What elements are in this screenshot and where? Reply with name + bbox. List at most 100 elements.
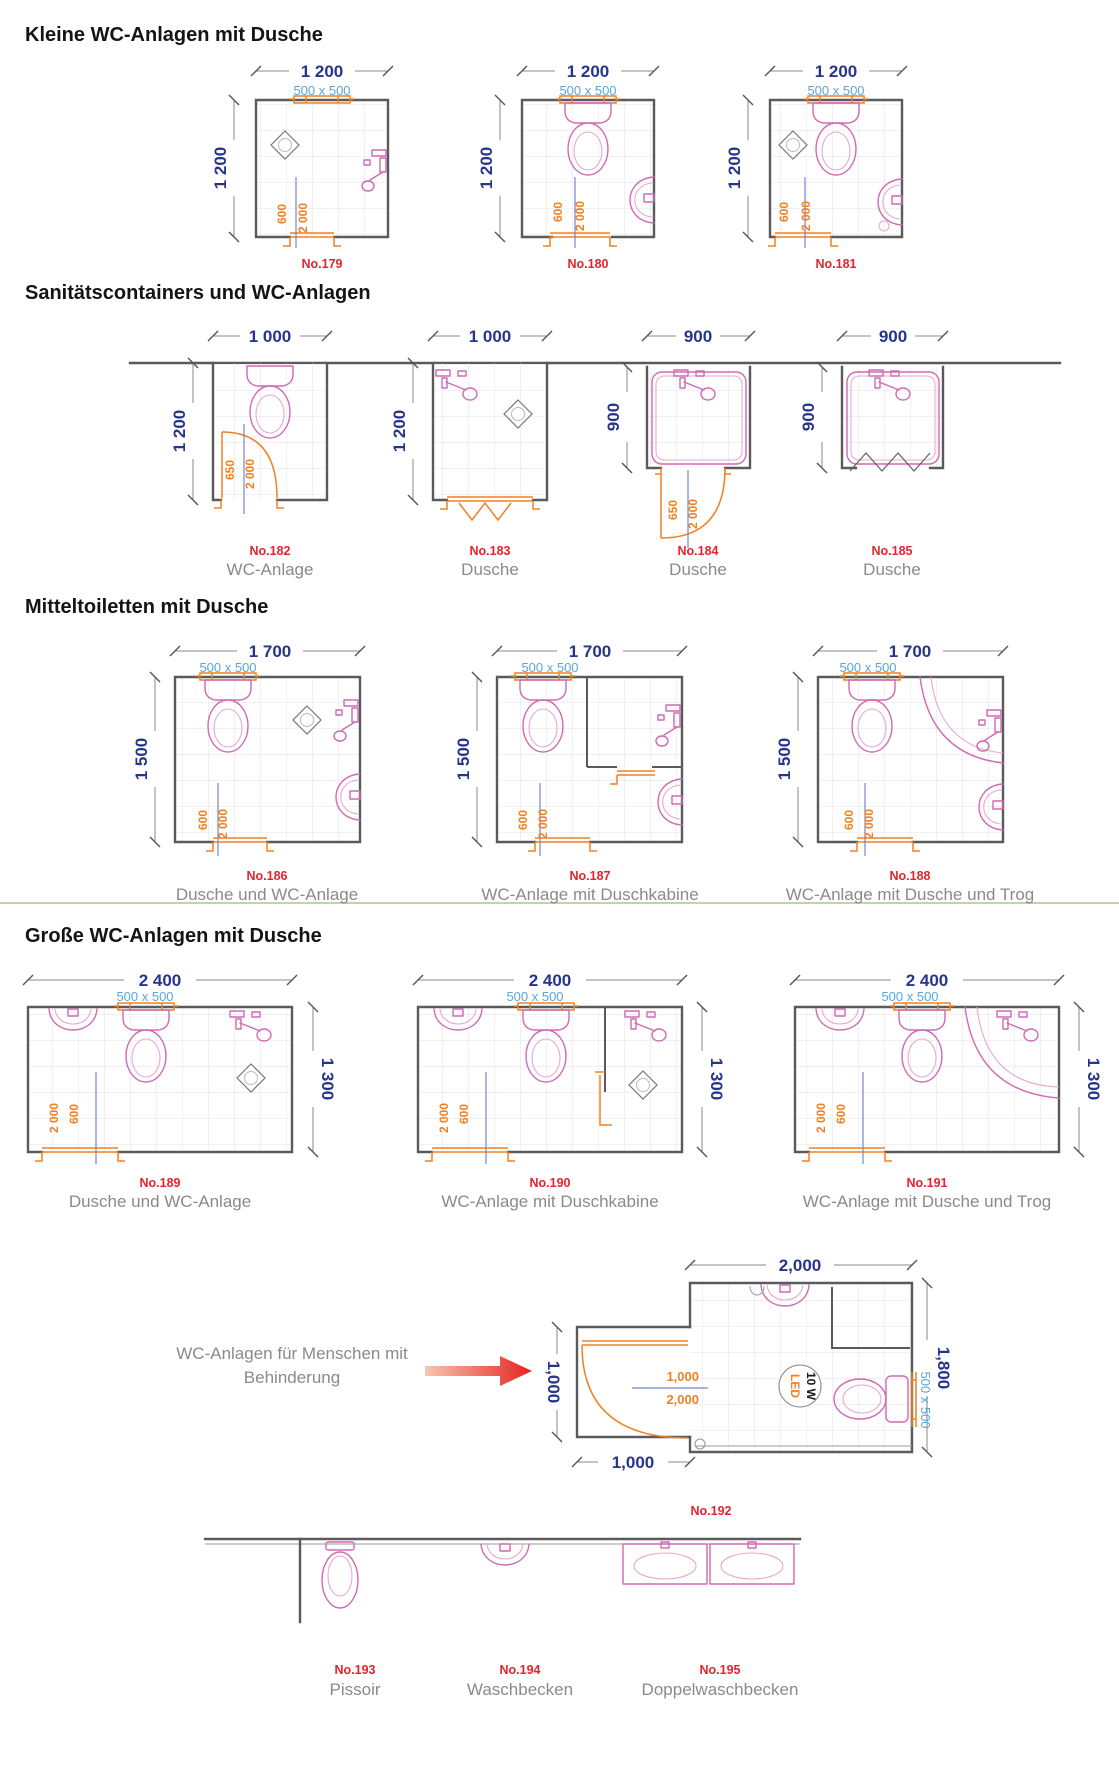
dim-height: 1 200 [725,147,744,190]
plan-191: 2 400 500 x 500 1 300 2 000 600 [789,971,1103,1164]
plan-name: Dusche [669,560,727,579]
dim-height: 1 300 [1084,1058,1103,1101]
shower-cabin-walls [586,677,682,768]
cabin-door [610,770,655,785]
plan-number: No.192 [690,1504,732,1518]
door-leaf [582,1340,688,1346]
dim-height: 1 200 [390,410,409,453]
door-dim-1: 600 [516,810,530,830]
plan-name: WC-Anlage [226,560,314,579]
dim-width: 1 700 [569,642,612,661]
led-label: LED [788,1374,802,1398]
led-power-label: 10 W [804,1372,818,1401]
dim-width: 1 200 [301,62,344,81]
plan-number: No.182 [249,544,291,558]
door-swing [660,467,726,539]
shower-tray [651,371,747,465]
grid-label: 500 x 500 [116,989,173,1004]
accessible-caption-line1: WC-Anlagen für Menschen mit [176,1344,408,1363]
dim-width: 1 000 [249,327,292,346]
plan-name: WC-Anlage mit Duschkabine [481,885,699,904]
plan-179: 1 200 500 x 500 1 200 600 2 000 [211,62,394,248]
dim-height: 900 [604,403,623,431]
dim-height: 1 200 [477,147,496,190]
grid-label: 500 x 500 [559,83,616,98]
grid-label: 500 x 500 [521,660,578,675]
lobby-walls [575,1325,692,1439]
plan-181: 1 200 500 x 500 1 200 600 2 000 [725,62,908,248]
plan-192: 2,000 1,800 500 x 500 1,000 1,000 1,000 … [544,1256,953,1472]
plan-name: Pissoir [329,1680,381,1699]
fixture-row [203,1537,802,1624]
plan-name: Doppelwaschbecken [641,1680,799,1699]
plan-number: No.191 [906,1176,948,1190]
plan-190: 2 400 500 x 500 1 300 2 000 600 [412,971,726,1164]
door-dim-1: 600 [777,202,791,222]
plan-180: 1 200 500 x 500 1 200 600 2 000 [477,62,660,248]
dim-width: 1 200 [815,62,858,81]
section-divider [0,902,1119,904]
door-dim-2: 2 000 [686,499,700,529]
plan-name: WC-Anlage mit Dusche und Trog [802,1192,1052,1211]
lobby-dim-width: 1,000 [612,1453,655,1472]
door-dim-1: 650 [223,460,237,480]
curtain-icon [458,501,512,522]
grid-label: 500 x 500 [506,989,563,1004]
corner-shower [919,676,1004,764]
door-swing [221,431,278,499]
plan-name: WC-Anlage mit Duschkabine [441,1192,659,1211]
dim-height: 1 300 [707,1058,726,1101]
grid-label: 500 x 500 [199,660,256,675]
dim-height: 1 500 [454,738,473,781]
door-dim-2: 2 000 [243,459,257,489]
plan-number: No.181 [815,257,857,271]
plan-number: No.187 [569,869,611,883]
plan-187: 1 700 500 x 500 1 500 600 2 000 [454,642,688,856]
door-dim-2: 600 [67,1104,81,1124]
grid-label: 500 x 500 [918,1371,933,1428]
curtain-rail [440,496,540,510]
door-dim-1: 2 000 [814,1103,828,1133]
door-sill [283,232,341,247]
closet-walls [831,1287,910,1349]
dim-height: 1 200 [170,410,189,453]
plan-number: No.195 [699,1663,741,1677]
arrow-icon [425,1356,532,1386]
door-dim-2: 600 [834,1104,848,1124]
lobby-dim-height: 1,000 [544,1361,563,1404]
cabin-door [595,1071,612,1126]
door-dim-2: 2,000 [666,1392,699,1407]
dim-width: 1 700 [889,642,932,661]
plan-183: 1 000 1 200 [390,327,553,522]
door-dim-1: 650 [666,500,680,520]
grid-label: 500 x 500 [807,83,864,98]
dim-height: 1,800 [934,1347,953,1390]
plan-number: No.180 [567,257,609,271]
shower-tray [846,371,940,465]
section-title-containers: Sanitätscontainers und WC-Anlagen [25,282,371,304]
dim-width: 900 [684,327,712,346]
accessible-caption-line2: Behinderung [243,1368,341,1387]
door-dim-1: 600 [551,202,565,222]
grid-label: 500 x 500 [293,83,350,98]
door-swing [581,1344,689,1439]
section-title-large: Große WC-Anlagen mit Dusche [25,925,322,947]
plan-number: No.193 [334,1663,376,1677]
plan-name: Dusche und WC-Anlage [175,885,359,904]
led-lamp-icon [778,1364,822,1408]
door-dim-1: 2 000 [47,1103,61,1133]
dim-width: 2 400 [906,971,949,990]
plan-number: No.184 [677,544,719,558]
dim-height: 1 500 [132,738,151,781]
door-dim-2: 2 000 [799,201,813,231]
room-walls [688,1281,914,1454]
dim-height: 900 [799,403,818,431]
washbasin-icon [480,1543,530,1566]
dim-width: 1 700 [249,642,292,661]
dim-width: 1 000 [469,327,512,346]
plan-number: No.189 [139,1176,181,1190]
toilet-bowl [833,1378,887,1420]
door-dim-1: 600 [842,810,856,830]
towel-ring-icon [749,1285,765,1296]
